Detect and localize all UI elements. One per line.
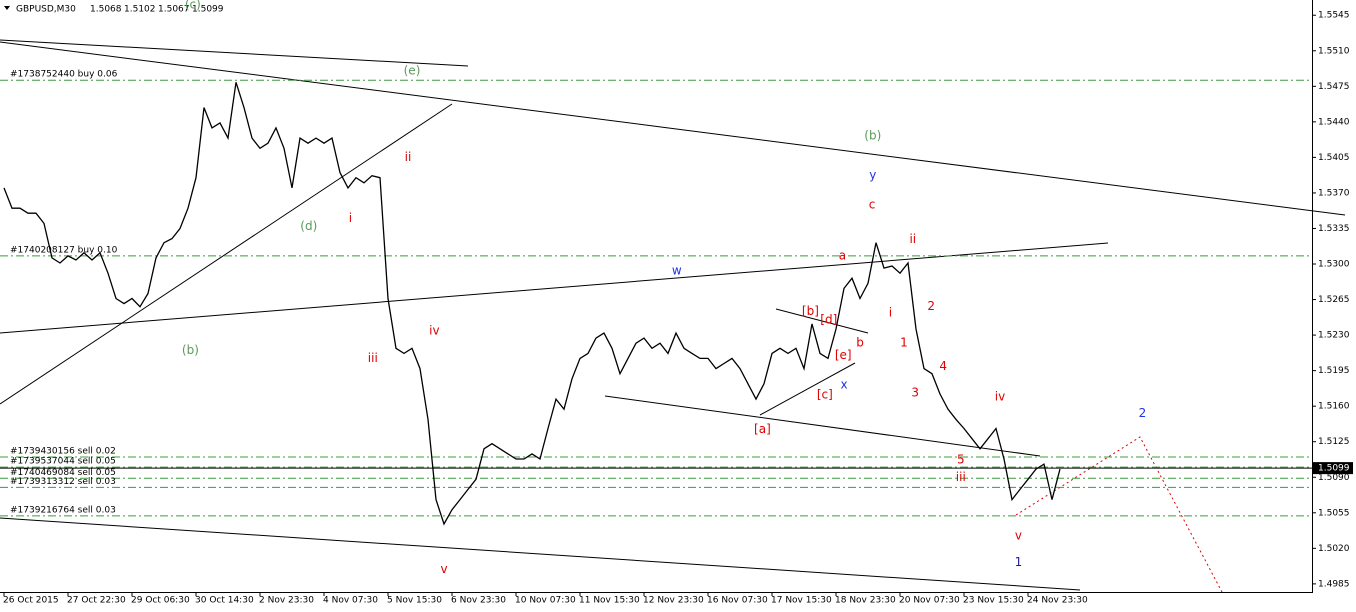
last-price-label: 1.5099 <box>1318 464 1350 474</box>
y-tick-label: 1.5335 <box>1318 224 1350 234</box>
x-tick-label: 4 Nov 07:30 <box>323 596 378 606</box>
x-tick-label: 18 Nov 23:30 <box>835 596 896 606</box>
projection-line <box>1015 436 1223 593</box>
y-tick-label: 1.5020 <box>1318 544 1350 554</box>
symbol: GBPUSD,M30 <box>16 5 76 15</box>
last-price-box <box>1313 462 1353 475</box>
y-tick-label: 1.5545 <box>1318 11 1350 21</box>
wave-label: iii <box>368 351 378 365</box>
y-tick-label: 1.5265 <box>1318 295 1350 305</box>
x-tick-label: 10 Nov 07:30 <box>515 596 576 606</box>
order-label: #1739537044 sell 0.05 <box>10 457 116 467</box>
y-tick-label: 1.5300 <box>1318 260 1350 270</box>
wave-label: (b) <box>864 129 881 143</box>
wave-label: (e) <box>404 64 421 78</box>
wave-label: (d) <box>300 219 317 233</box>
y-tick-label: 1.5195 <box>1318 366 1350 376</box>
wave-label: y <box>869 168 876 182</box>
y-tick-label: 1.5160 <box>1318 402 1350 412</box>
wave-label: v <box>440 562 447 576</box>
wave-label: i <box>349 211 352 225</box>
wave-label: ii <box>405 150 412 164</box>
price-line <box>3 82 1061 526</box>
trend-line <box>0 517 1081 591</box>
order-label: #1739216764 sell 0.03 <box>10 505 116 515</box>
wave-label: 2 <box>1139 406 1147 420</box>
order-label: #1738752440 buy 0.06 <box>10 70 118 80</box>
x-tick-label: 11 Nov 15:30 <box>579 596 640 606</box>
wave-label: [e] <box>835 348 852 362</box>
trend-line <box>0 103 453 405</box>
wave-label: ii <box>909 232 916 246</box>
wave-label: [b] <box>802 304 819 318</box>
x-tick-label: 24 Nov 23:30 <box>1027 596 1088 606</box>
wave-label: b <box>856 336 864 350</box>
y-tick-label: 1.5230 <box>1318 331 1350 341</box>
x-tick-label: 26 Oct 2015 <box>3 596 59 606</box>
x-tick-label: 16 Nov 07:30 <box>707 596 768 606</box>
trend-line <box>604 395 1041 457</box>
x-tick-label: 5 Nov 15:30 <box>387 596 442 606</box>
x-tick-label: 23 Nov 15:30 <box>963 596 1024 606</box>
wave-label: 1 <box>1015 555 1023 569</box>
trend-line <box>0 41 1346 216</box>
wave-label: 3 <box>911 385 919 399</box>
wave-label: a <box>839 248 846 262</box>
wave-label: [a] <box>754 422 771 436</box>
wave-label: c <box>869 198 876 212</box>
wave-label: v <box>1015 529 1022 543</box>
wave-label: iv <box>995 390 1005 404</box>
trend-lines <box>0 39 1346 593</box>
y-tick-label: 1.4985 <box>1318 579 1350 589</box>
wave-label: (b) <box>182 343 199 357</box>
y-tick-label: 1.5370 <box>1318 188 1350 198</box>
x-tick-label: 17 Nov 15:30 <box>771 596 832 606</box>
wave-label: [d] <box>820 312 837 326</box>
x-tick-label: 29 Oct 06:30 <box>131 596 190 606</box>
y-tick-label: 1.5405 <box>1318 153 1350 163</box>
x-tick-label: 6 Nov 23:30 <box>451 596 506 606</box>
x-tick-label: 20 Nov 07:30 <box>899 596 960 606</box>
wave-label: iv <box>429 324 439 338</box>
order-label: #1740208127 buy 0.10 <box>10 245 118 255</box>
order-label: #1740469084 sell 0.05 <box>10 468 116 478</box>
wave-label: w <box>672 264 682 278</box>
wave-label: 2 <box>927 299 935 313</box>
wave-label: [c] <box>817 388 833 402</box>
wave-label: (c) <box>185 0 201 12</box>
quote-value: 1.5067 <box>158 5 190 15</box>
trend-line <box>0 242 1109 334</box>
wave-label: i <box>889 305 892 319</box>
x-tick-label: 12 Nov 23:30 <box>643 596 704 606</box>
quote-value: 1.5102 <box>124 5 156 15</box>
order-label: #1739430156 sell 0.02 <box>10 446 116 456</box>
wave-label: x <box>840 377 847 391</box>
x-tick-label: 30 Oct 14:30 <box>195 596 254 606</box>
x-tick-label: 27 Oct 22:30 <box>67 596 126 606</box>
y-tick-label: 1.5090 <box>1318 473 1350 483</box>
wave-label: 4 <box>939 359 947 373</box>
order-label: #1739313312 sell 0.03 <box>10 477 116 487</box>
x-tick-label: 2 Nov 23:30 <box>259 596 314 606</box>
y-tick-label: 1.5475 <box>1318 82 1350 92</box>
wave-label: iii <box>956 470 966 484</box>
y-tick-label: 1.5055 <box>1318 508 1350 518</box>
trend-line <box>0 39 469 67</box>
y-tick-label: 1.5510 <box>1318 46 1350 56</box>
trend-line <box>775 308 869 334</box>
quote-value: 1.5068 <box>90 5 122 15</box>
quote-value: 1.5099 <box>192 5 224 15</box>
wave-label: 1 <box>900 336 908 350</box>
wave-label: 5 <box>957 452 965 466</box>
trend-line <box>759 362 856 416</box>
y-tick-label: 1.5440 <box>1318 117 1350 127</box>
y-tick-label: 1.5125 <box>1318 437 1350 447</box>
menu-arrow <box>4 6 10 10</box>
